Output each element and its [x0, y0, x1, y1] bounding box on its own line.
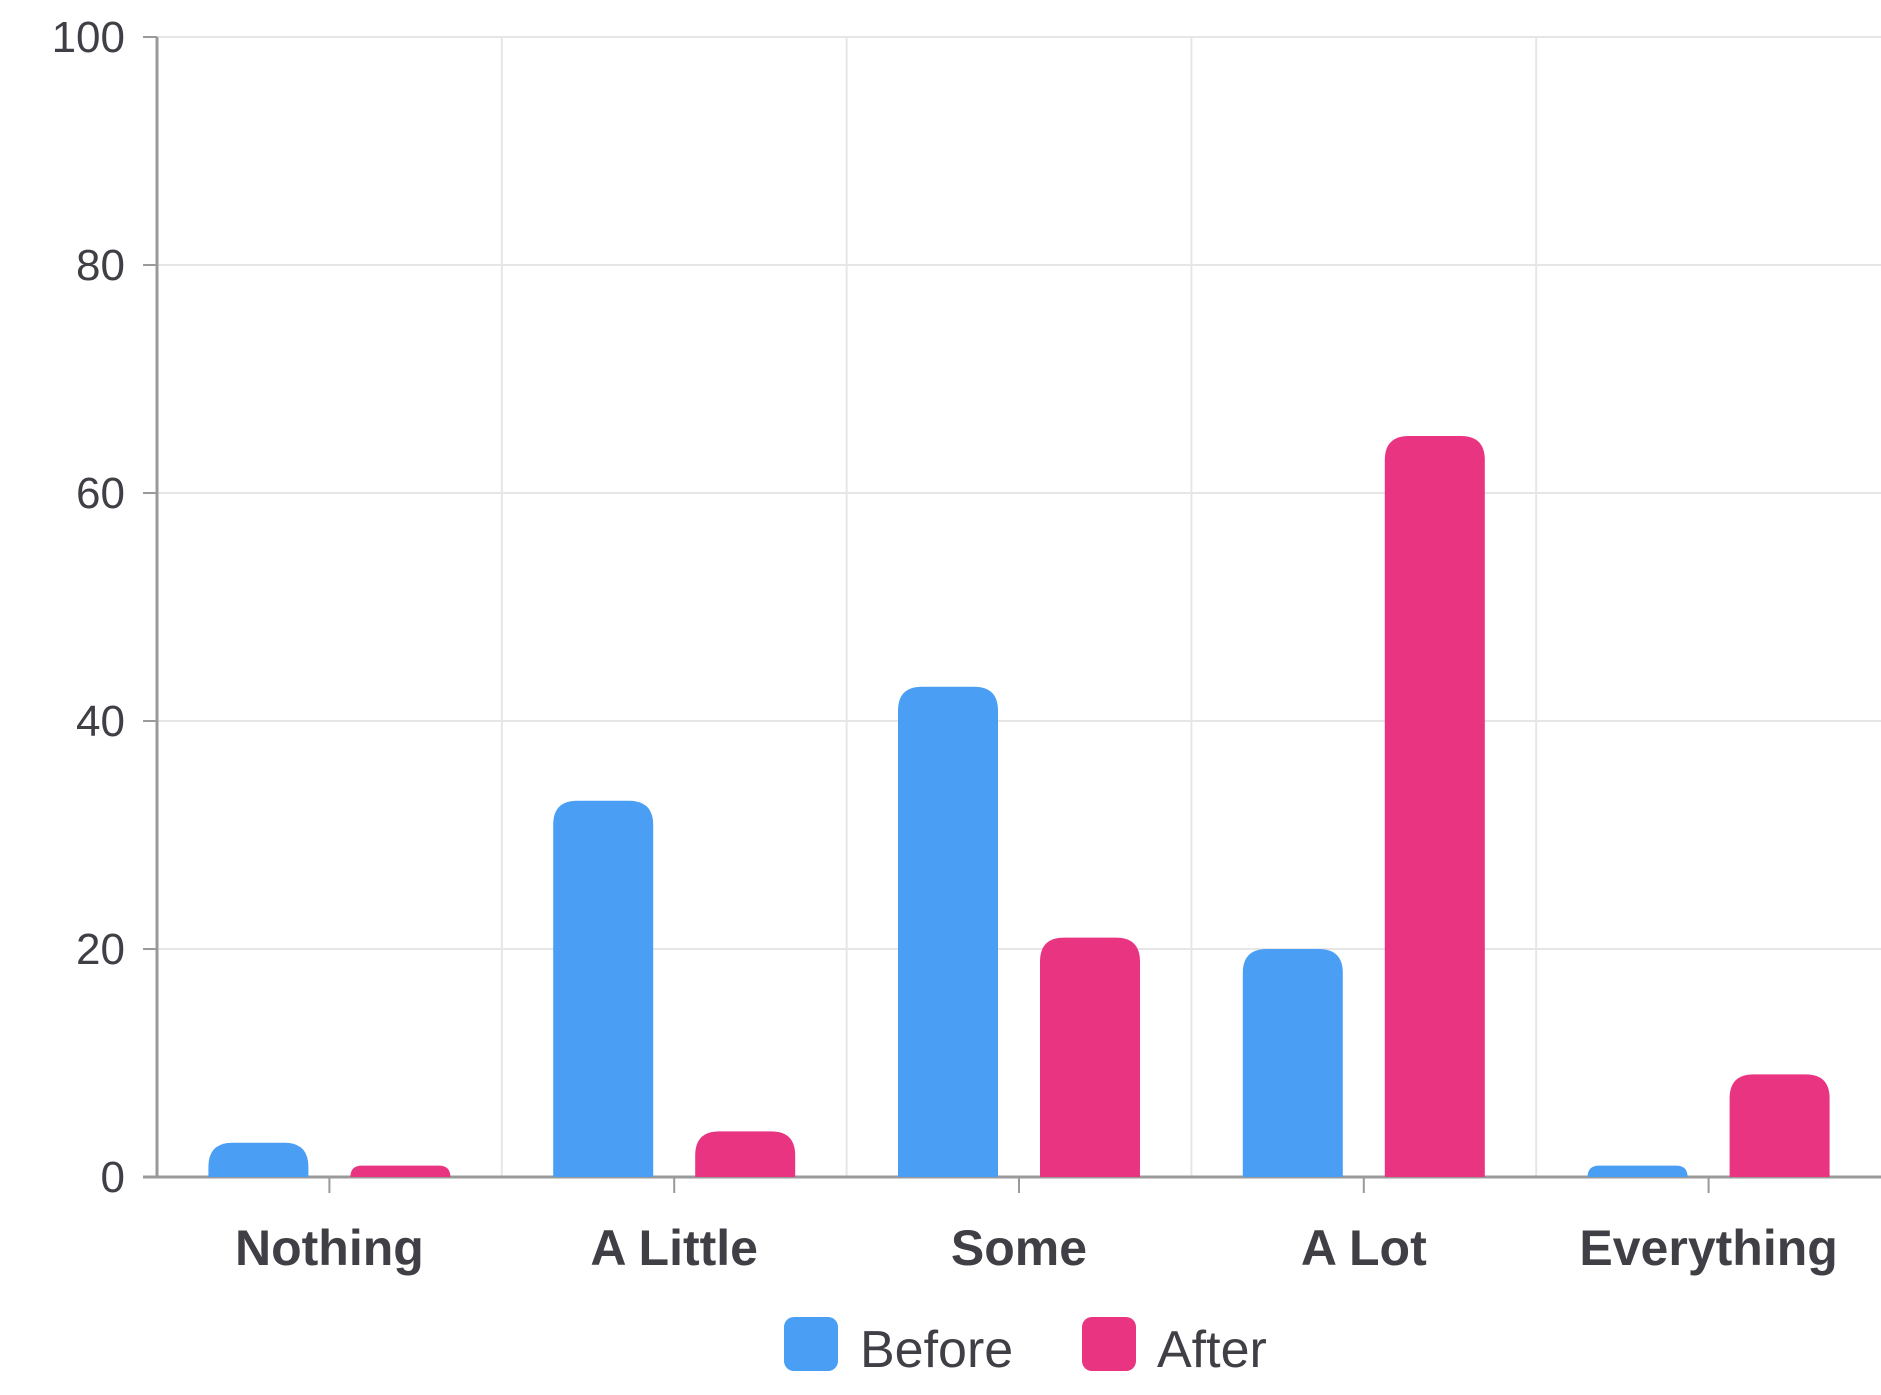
legend: Before After [784, 1317, 1267, 1379]
axis-labels: 0 20 40 60 80 100 Nothing A Little Some A Lot Ever… [52, 13, 1838, 1276]
grid-lines [157, 36, 1881, 1177]
bars [208, 436, 1830, 1177]
x-tick-label-some: Some [951, 1220, 1087, 1276]
bar-after-everything[interactable] [1729, 1074, 1830, 1177]
bar-after-some[interactable] [1040, 937, 1140, 1177]
legend-swatch-before[interactable] [784, 1317, 838, 1371]
y-tick-label-40: 40 [76, 697, 125, 746]
bar-before-a-little[interactable] [553, 800, 654, 1177]
x-tick-label-a-little: A Little [590, 1220, 758, 1276]
bar-after-a-little[interactable] [695, 1131, 796, 1177]
axes [143, 36, 1881, 1193]
bar-after-a-lot[interactable] [1384, 436, 1485, 1177]
legend-label-after[interactable]: After [1157, 1321, 1267, 1379]
bar-before-nothing[interactable] [208, 1142, 309, 1177]
y-tick-label-100: 100 [52, 13, 125, 62]
bar-before-everything[interactable] [1587, 1165, 1688, 1177]
y-tick-label-0: 0 [101, 1153, 125, 1202]
bar-after-nothing[interactable] [350, 1165, 451, 1177]
x-tick-label-everything: Everything [1579, 1220, 1837, 1276]
legend-swatch-after[interactable] [1082, 1317, 1136, 1371]
bar-before-a-lot[interactable] [1242, 949, 1343, 1177]
y-tick-label-80: 80 [76, 241, 125, 290]
y-tick-label-60: 60 [76, 469, 125, 518]
bar-before-some[interactable] [898, 686, 998, 1177]
y-tick-label-20: 20 [76, 925, 125, 974]
x-tick-label-nothing: Nothing [235, 1220, 424, 1276]
legend-label-before[interactable]: Before [860, 1321, 1013, 1379]
x-tick-label-a-lot: A Lot [1301, 1220, 1427, 1276]
